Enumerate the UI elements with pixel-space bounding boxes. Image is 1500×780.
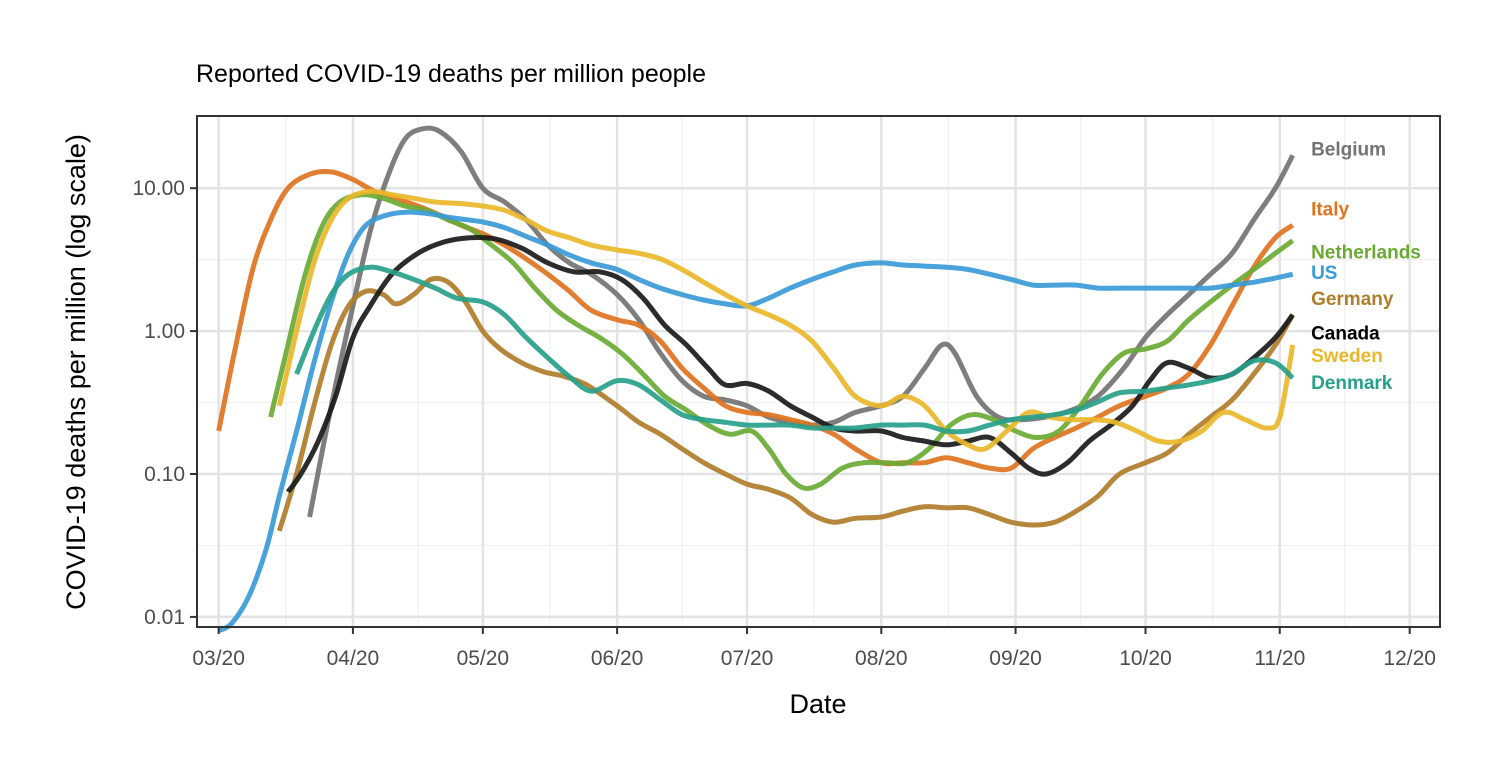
series-line-sweden [276, 188, 1296, 453]
y-axis-title: COVID-19 deaths per million (log scale) [61, 134, 91, 610]
y-tick-label: 0.01 [144, 606, 185, 629]
x-tick-label: 03/20 [192, 647, 245, 670]
series-label-italy: Italy [1311, 200, 1349, 221]
y-axis: 0.01 0.10 1.00 10.00 [132, 177, 197, 629]
x-tick-label: 08/20 [855, 647, 908, 670]
series-line-denmark [294, 264, 1295, 435]
x-tick-label: 06/20 [591, 647, 644, 670]
series-label-germany: Germany [1311, 289, 1394, 310]
y-tick-label: 0.10 [144, 463, 185, 486]
series-label-denmark: Denmark [1311, 373, 1393, 394]
x-tick-label: 04/20 [327, 647, 380, 670]
y-tick-label: 1.00 [144, 320, 185, 343]
series-line-canada [285, 235, 1295, 494]
series-label-belgium: Belgium [1311, 139, 1386, 160]
series-line-germany [276, 275, 1295, 532]
series-line-netherlands [268, 192, 1295, 491]
series-line-belgium [307, 125, 1295, 518]
x-axis-title: Date [789, 689, 846, 719]
series-lines [216, 125, 1296, 634]
series-line-us [217, 209, 1294, 634]
x-tick-label: 12/20 [1383, 647, 1436, 670]
x-axis: 03/20 04/20 05/20 06/20 07/20 08/20 09/20 10/20… [192, 627, 1436, 670]
plot-panel-border [196, 115, 1441, 628]
x-tick-label: 10/20 [1119, 647, 1172, 670]
y-tick-label: 10.00 [132, 177, 185, 200]
series-label-netherlands: Netherlands [1311, 243, 1421, 264]
x-tick-label: 11/20 [1254, 647, 1305, 670]
series-label-sweden: Sweden [1311, 346, 1383, 367]
chart-title: Reported COVID-19 deaths per million peo… [196, 60, 706, 88]
series-label-us: US [1311, 263, 1337, 284]
x-tick-label: 05/20 [457, 647, 510, 670]
x-tick-label: 07/20 [721, 647, 774, 670]
series-label-canada: Canada [1311, 323, 1380, 344]
x-tick-label: 09/20 [989, 647, 1042, 670]
